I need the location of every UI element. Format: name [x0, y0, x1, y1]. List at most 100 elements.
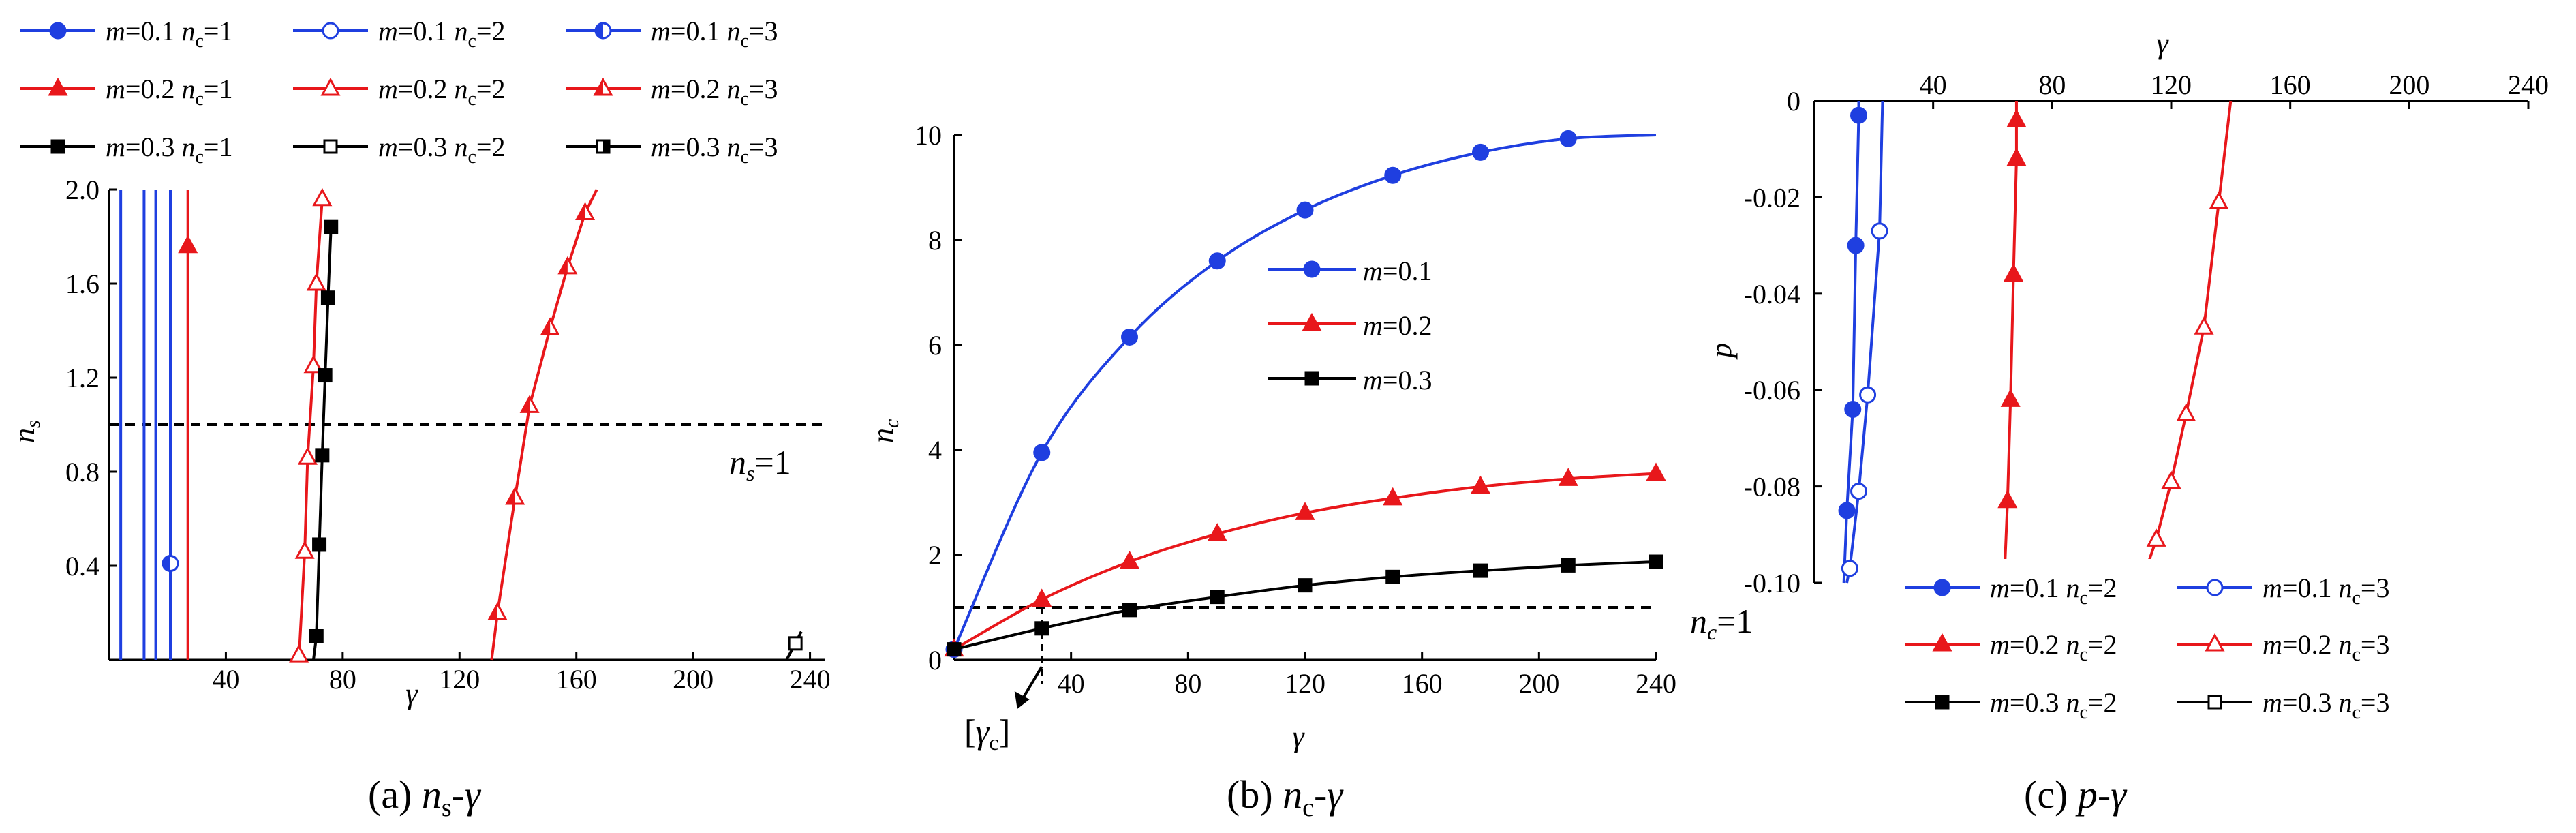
b-data-point	[1383, 487, 1403, 506]
panel-b-plot-area: 40 80 120 160 200 240 0 2 4 6 8 10	[915, 120, 1676, 709]
a-x-tick-label: 200	[673, 664, 714, 695]
b-data-point	[1208, 252, 1226, 270]
panel-b-y-title: nc	[866, 419, 903, 443]
b-data-point	[1296, 201, 1314, 219]
legend-label: m=0.2 nc=1	[106, 74, 232, 110]
c-x-tick-label: 240	[2508, 70, 2549, 100]
panel-c-chart: 40 80 120 160 200 240 -0.10 -0.08 -0.06 -0.04 -0.0…	[1704, 27, 2549, 817]
c-x-tick-label: 200	[2389, 70, 2429, 100]
a-series-line	[490, 189, 598, 661]
b-y-tick-label: 6	[928, 330, 942, 361]
b-data-point	[1470, 475, 1491, 494]
legend-label: m=0.1	[1363, 256, 1432, 286]
panel-b-x-title: γ	[1292, 720, 1305, 753]
b-data-point	[1473, 563, 1488, 578]
a-data-point-half	[559, 258, 568, 273]
b-x-tick-label: 80	[1174, 668, 1201, 699]
legend-entry: m=0.2 nc=2	[1905, 629, 2117, 665]
c-x-tick-label: 120	[2151, 70, 2192, 100]
panel-c-plot-area: 40 80 120 160 200 240 -0.10 -0.08 -0.06 -0.04 -0.0…	[1744, 70, 2549, 599]
c-data-point	[1841, 560, 1858, 577]
b-gamma-c-arrow	[1020, 665, 1043, 702]
a-x-tick-label: 40	[212, 664, 239, 695]
legend-label: m=0.3 nc=1	[106, 132, 232, 168]
a-data-point-half	[577, 204, 585, 219]
panel-b-threshold-label: nc=1	[1690, 602, 1753, 644]
b-y-tick-label: 8	[928, 225, 942, 256]
legend-label: m=0.3 nc=2	[1990, 687, 2117, 723]
b-gamma-c-arrowhead	[1014, 691, 1030, 709]
b-data-point	[1207, 523, 1227, 541]
panel-a-plot-area: 40 80 120 160 200 240 0.4 0.8 1.2 1.6 2.0	[65, 175, 831, 695]
legend-label: m=0.3 nc=3	[2263, 687, 2389, 723]
legend-label: m=0.1 nc=3	[2263, 573, 2389, 609]
legend-marker	[2205, 633, 2225, 652]
a-y-tick-label: 1.6	[65, 269, 99, 299]
b-y-tick-label: 0	[928, 645, 942, 676]
b-data-point	[1121, 328, 1138, 346]
b-data-point	[1384, 166, 1402, 184]
legend-marker	[48, 77, 68, 96]
panel-a-y-title: ns	[7, 420, 44, 443]
b-data-point	[1032, 588, 1052, 607]
legend-label: m=0.2 nc=3	[651, 74, 778, 110]
legend-entry: m=0.3 nc=3	[2177, 687, 2389, 723]
a-data-point	[306, 272, 326, 291]
legend-entry: m=0.1 nc=1	[20, 16, 232, 52]
b-data-point	[1472, 143, 1489, 161]
c-data-point	[2006, 147, 2027, 166]
legend-label: m=0.3 nc=3	[651, 132, 778, 168]
a-y-tick-label: 2.0	[65, 175, 99, 205]
a-data-point	[294, 541, 315, 559]
b-data-point	[1295, 502, 1315, 520]
b-data-point	[1558, 468, 1578, 486]
panel-b-caption: (b) nc-γ	[1227, 772, 1344, 822]
legend-entry: m=0.1 nc=3	[2177, 573, 2389, 609]
c-y-tick-label: -0.10	[1744, 568, 1800, 599]
a-data-point	[178, 234, 198, 254]
b-x-tick-label: 40	[1058, 668, 1085, 699]
legend-label: m=0.2 nc=3	[2263, 629, 2389, 665]
legend-entry: m=0.3 nc=2	[1905, 687, 2117, 723]
a-x-tick-label: 120	[439, 664, 480, 695]
c-y-tick-label: -0.06	[1744, 375, 1800, 406]
legend-label: m=0.1 nc=3	[651, 16, 778, 52]
c-data-point	[2004, 263, 2024, 282]
legend-label: m=0.1 nc=2	[378, 16, 505, 52]
a-data-point	[309, 629, 324, 643]
c-x-tick-label: 40	[1920, 70, 1947, 100]
legend-label: m=0.3	[1363, 365, 1432, 395]
legend-marker	[1303, 260, 1321, 278]
panel-c-caption: (c) p-γ	[2024, 772, 2128, 817]
a-data-point	[318, 368, 333, 383]
c-series-line	[2000, 101, 2018, 584]
legend-marker-half	[603, 140, 609, 153]
legend-entry: m=0.2 nc=3	[2177, 629, 2389, 665]
legend-label: m=0.1 nc=1	[106, 16, 232, 52]
panel-b-legend: m=0.1 m=0.2 m=0.3	[1268, 256, 1432, 395]
legend-label: m=0.3 nc=2	[378, 132, 505, 168]
b-data-point	[1561, 558, 1576, 573]
b-data-point	[947, 642, 962, 657]
b-series-line	[953, 560, 1657, 651]
b-data-point	[1034, 621, 1049, 636]
legend-marker	[1932, 633, 1952, 652]
b-y-tick-label: 4	[928, 435, 942, 466]
b-x-tick-label: 240	[1636, 668, 1676, 699]
c-data-point	[2146, 528, 2166, 547]
b-x-tick-label: 120	[1285, 668, 1325, 699]
c-data-point	[2209, 191, 2229, 209]
legend-marker	[2207, 695, 2222, 710]
b-data-point	[1385, 569, 1400, 584]
c-data-point	[1859, 386, 1877, 404]
b-y-tick-label: 10	[915, 120, 942, 151]
c-data-point	[2176, 403, 2196, 422]
legend-entry: m=0.2 nc=3	[566, 74, 778, 110]
legend-entry: m=0.2	[1268, 310, 1432, 341]
c-y-tick-label: -0.08	[1744, 472, 1800, 502]
a-x-tick-label: 80	[329, 664, 356, 695]
legend-entry: m=0.1 nc=3	[566, 16, 778, 52]
legend-marker	[1935, 695, 1950, 710]
